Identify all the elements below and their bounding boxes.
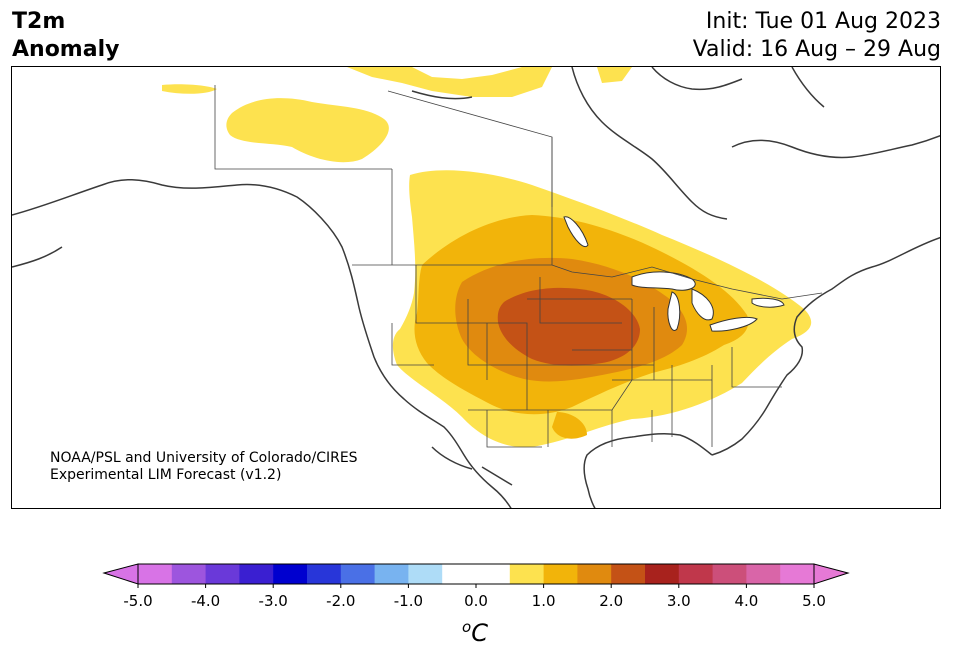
colorbar-swatch [509, 564, 545, 584]
colorbar-tick-label: 2.0 [599, 592, 623, 610]
colorbar-tick-label: 5.0 [802, 592, 826, 610]
colorbar-tick-label: -5.0 [123, 592, 152, 610]
colorbar-right-extend [813, 563, 850, 585]
colorbar-left-extend [102, 563, 139, 585]
colorbar-swatch [307, 564, 342, 584]
colorbar: -5.0 -4.0 -3.0 -2.0 -1.0 0.0 1.0 2.0 3.0 4.0 5.0 [102, 563, 850, 610]
colorbar-swatch [746, 564, 781, 584]
anomaly-map: NOAA/PSL and University of Colorado/CIRE… [11, 66, 941, 509]
colorbar-swatch [374, 564, 409, 584]
map-title: T2m Anomaly [12, 8, 119, 64]
colorbar-swatch [611, 564, 646, 584]
colorbar-swatch [678, 564, 714, 584]
colorbar-swatch [273, 564, 308, 584]
colorbar-swatch [239, 564, 274, 584]
colorbar-swatch [340, 564, 376, 584]
colorbar-swatch [577, 564, 612, 584]
colorbar-swatch [712, 564, 747, 584]
title-line-2: Anomaly [12, 37, 120, 62]
valid-range: Valid: 16 Aug – 29 Aug [692, 37, 941, 62]
colorbar-swatch [408, 564, 443, 584]
map-canvas [12, 67, 940, 508]
colorbar-swatch [205, 564, 240, 584]
anomaly-band-2.0-2.5 [497, 287, 640, 366]
title-line-1: T2m [12, 9, 66, 34]
colorbar-swatch [543, 564, 578, 584]
colorbar-tick-label: 3.0 [667, 592, 691, 610]
colorbar-tick-label: 4.0 [734, 592, 758, 610]
colorbar-tick-label: -1.0 [394, 592, 423, 610]
political-borders [214, 85, 823, 448]
unit-degree-symbol: o [462, 618, 472, 636]
colorbar-swatch [171, 564, 207, 584]
colorbar-swatch [138, 564, 173, 584]
unit-letter: C [471, 619, 488, 647]
colorbar-ticks: -5.0 -4.0 -3.0 -2.0 -1.0 0.0 1.0 2.0 3.0 4.0 5.0 [123, 584, 826, 610]
credit-line-2: Experimental LIM Forecast (v1.2) [50, 467, 282, 483]
colorbar-tick-label: 0.0 [464, 592, 488, 610]
colorbar-tick-label: 1.0 [532, 592, 556, 610]
credit-line-1: NOAA/PSL and University of Colorado/CIRE… [50, 450, 358, 466]
colorbar-swatch [476, 564, 511, 584]
init-date: Init: Tue 01 Aug 2023 [705, 9, 941, 34]
country-coastlines [12, 67, 940, 508]
colorbar-tick-label: -2.0 [326, 592, 355, 610]
colorbar-tick-label: -4.0 [191, 592, 220, 610]
colorbar-swatch [645, 564, 680, 584]
credit-text: NOAA/PSL and University of Colorado/CIRE… [50, 450, 358, 484]
colorbar-swatch [780, 564, 815, 584]
colorbar-unit: oC [462, 618, 488, 647]
forecast-dates: Init: Tue 01 Aug 2023 Valid: 16 Aug – 29… [693, 8, 941, 64]
colorbar-tick-label: -3.0 [259, 592, 288, 610]
colorbar-swatch [442, 564, 477, 584]
colorbar-swatches [138, 564, 815, 584]
great-lakes [563, 216, 785, 332]
